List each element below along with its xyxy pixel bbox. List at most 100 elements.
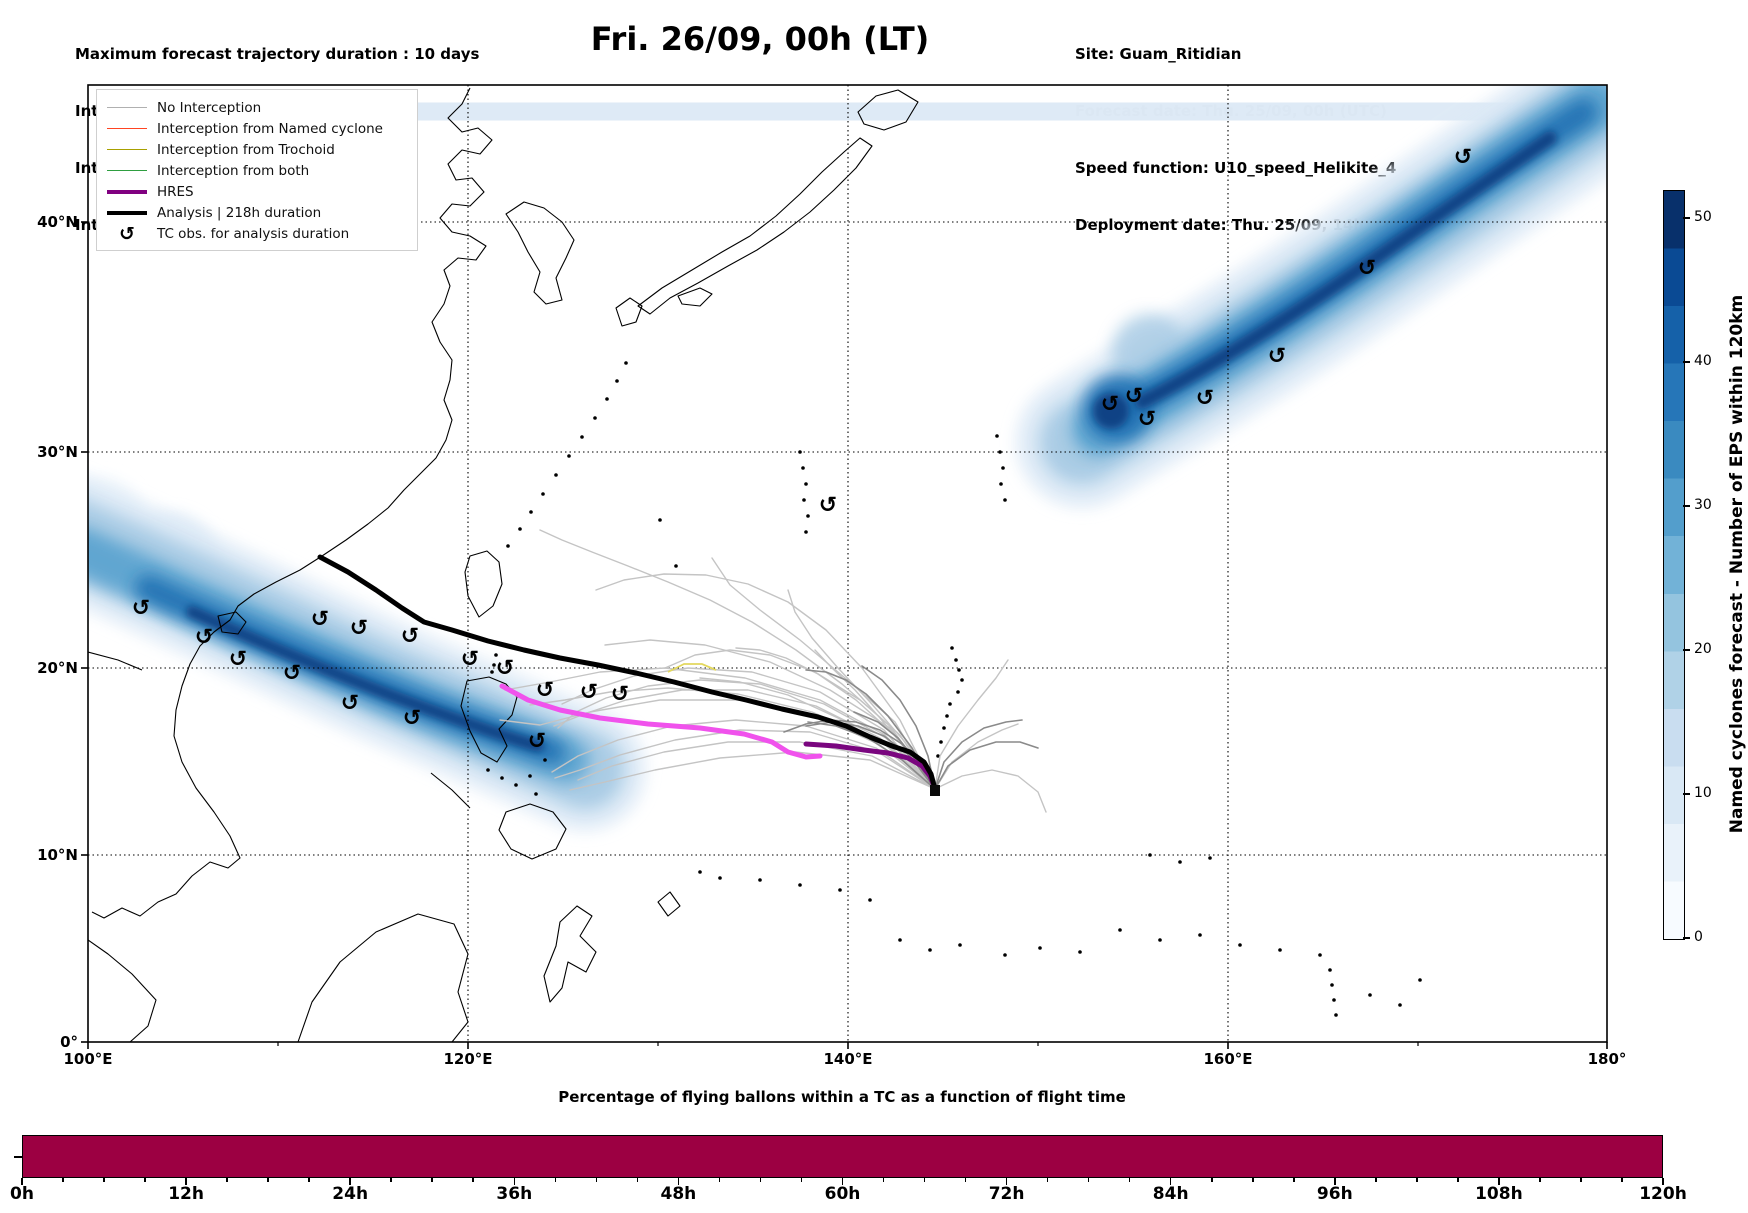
legend-line-sample xyxy=(107,170,147,171)
bottom-x-minor-tick xyxy=(882,1178,885,1182)
island-dot xyxy=(958,943,962,947)
island-dot xyxy=(718,876,722,880)
tc-obs-marker-icon: ↺ xyxy=(119,222,135,245)
bottom-x-tick-label: 12h xyxy=(168,1184,204,1204)
island-dot xyxy=(1368,993,1372,997)
island-dot xyxy=(798,883,802,887)
bottom-y-tick xyxy=(14,1156,22,1158)
bottom-x-minor-tick xyxy=(1046,1178,1049,1182)
eps-trajectory xyxy=(934,719,1023,790)
island-dot xyxy=(674,564,678,568)
eps-trajectory xyxy=(561,667,936,790)
island-dot xyxy=(554,473,558,477)
figure-title: Fri. 26/09, 00h (LT) xyxy=(590,20,930,58)
island-dot xyxy=(998,450,1002,454)
eps-trajectory xyxy=(569,751,936,791)
legend-item-label: Analysis | 218h duration xyxy=(157,204,322,221)
island-dot xyxy=(950,646,954,650)
tc-obs-marker: ↺ xyxy=(1454,145,1472,170)
island-dot xyxy=(948,702,952,706)
colorbar-tick-label: 10 xyxy=(1694,785,1712,801)
island-dot xyxy=(758,878,762,882)
tc-obs-marker: ↺ xyxy=(1268,344,1286,369)
island-dot xyxy=(1158,938,1162,942)
bottom-x-tick xyxy=(21,1178,23,1185)
bottom-x-tick-label: 48h xyxy=(660,1184,697,1204)
island-dot xyxy=(1148,853,1152,857)
bottom-x-tick-label: 108h xyxy=(1475,1184,1523,1204)
legend-item-label: No Interception xyxy=(157,99,262,116)
coastline xyxy=(460,676,518,763)
tc-obs-marker: ↺ xyxy=(461,647,479,672)
legend-item-label: HRES xyxy=(157,183,194,200)
bottom-x-minor-tick xyxy=(923,1178,926,1182)
island-dot xyxy=(1118,928,1122,932)
eps-trajectory xyxy=(934,769,1047,813)
eps-trajectory xyxy=(553,689,936,790)
coastline xyxy=(91,87,493,919)
colorbar-label: Named cyclones forecast - Number of EPS … xyxy=(1727,294,1747,834)
legend-item: No Interception xyxy=(107,97,407,118)
colorbar-tick-label: 20 xyxy=(1694,641,1712,657)
island-dot xyxy=(1398,1003,1402,1007)
island-dot xyxy=(528,774,532,778)
legend-line-sample xyxy=(107,149,147,150)
bottom-x-minor-tick xyxy=(1621,1178,1623,1182)
island-dot xyxy=(956,690,960,694)
trochoid-interception-segment xyxy=(667,663,717,673)
tc-obs-marker: ↺ xyxy=(229,647,247,672)
eps-trajectory xyxy=(551,719,936,790)
eps-trajectory xyxy=(934,659,1009,790)
eps-trajectory xyxy=(577,741,936,790)
eps-density-plume xyxy=(1135,131,1557,409)
island-dot xyxy=(1278,948,1282,952)
colorbar-tick xyxy=(1683,217,1690,219)
island-dot xyxy=(1328,968,1332,972)
bottom-x-minor-tick xyxy=(1457,1178,1459,1182)
tc-obs-marker: ↺ xyxy=(403,706,421,731)
info-line: Maximum forecast trajectory duration : 1… xyxy=(75,45,480,63)
coastline xyxy=(498,803,567,860)
tc-obs-marker: ↺ xyxy=(311,607,329,632)
magenta-track xyxy=(499,683,823,760)
tc-obs-marker: ↺ xyxy=(536,678,554,703)
colorbar-tick xyxy=(1683,505,1690,507)
bottom-x-minor-tick xyxy=(62,1178,64,1182)
legend-item-label: Interception from both xyxy=(157,162,310,179)
colorbar-tick xyxy=(1683,937,1690,939)
island-dot xyxy=(1198,933,1202,937)
eps-trajectory xyxy=(557,679,936,790)
colorbar-tick xyxy=(1683,649,1690,651)
legend-line-sample xyxy=(107,107,147,108)
eps-trajectory xyxy=(934,723,1019,790)
coastline xyxy=(857,89,919,131)
deployment-point-marker xyxy=(930,785,940,796)
island-dot xyxy=(1078,950,1082,954)
colorbar-tick-label: 30 xyxy=(1694,497,1712,513)
bottom-x-tick-label: 72h xyxy=(988,1184,1025,1204)
y-tick-label: 40°N xyxy=(37,213,78,231)
bottom-x-minor-tick xyxy=(595,1178,598,1182)
island-dot xyxy=(1038,946,1042,950)
bottom-x-minor-tick xyxy=(1087,1178,1090,1182)
y-tick-label: 30°N xyxy=(37,443,78,461)
island-dot xyxy=(1003,498,1007,502)
coastline xyxy=(297,913,469,1042)
bottom-x-tick-label: 96h xyxy=(1316,1184,1353,1204)
bottom-x-tick-label: 24h xyxy=(332,1184,369,1204)
legend-line-sample xyxy=(107,189,147,194)
bottom-x-tick-label: 60h xyxy=(824,1184,861,1204)
y-tick-label: 0° xyxy=(60,1033,78,1051)
coastline xyxy=(430,772,471,809)
island-dot xyxy=(494,653,498,657)
bottom-x-minor-tick xyxy=(964,1178,967,1182)
colorbar-tick xyxy=(1683,793,1690,795)
legend-item: Analysis | 218h duration xyxy=(107,202,407,223)
coastline xyxy=(464,550,503,618)
eps-trajectory xyxy=(934,741,1039,790)
island-dot xyxy=(490,670,494,674)
bottom-x-minor-tick xyxy=(267,1178,269,1182)
tc-obs-marker: ↺ xyxy=(1138,407,1156,432)
island-dot xyxy=(543,758,547,762)
